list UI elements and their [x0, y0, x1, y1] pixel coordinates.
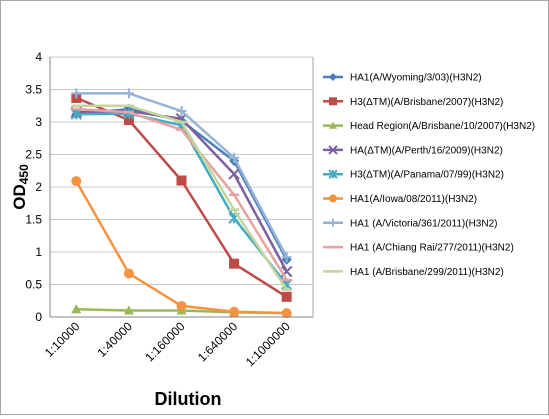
y-axis-tick-labels: 0 0.5 1 1.5 2 2.5 3 3.5 4 [25, 50, 42, 324]
legend-item: H3(ΔTM)(A/Brisbane/2007)(H3N2) [323, 97, 503, 108]
x-axis-tick-labels: 1:10000 1:40000 1:160000 1:640000 1:1000000 [42, 319, 293, 369]
legend-label: HA1 (A/Victoria/361/2011)(H3N2) [350, 218, 497, 229]
x-axis-title: Dilution [155, 389, 222, 409]
y-tick-label: 1 [35, 245, 42, 259]
x-tick-label: 1:40000 [94, 319, 135, 360]
y-tick-label: 2 [35, 180, 42, 194]
legend-marker [328, 145, 338, 155]
legend-item: HA(ΔTM)(A/Perth/16/2009)(H3N2) [323, 145, 503, 156]
data-point [123, 268, 134, 279]
x-tick-label: 1:160000 [142, 319, 188, 365]
data-point [229, 152, 240, 163]
series-9 [71, 104, 292, 291]
x-tick-label: 1:1000000 [243, 319, 293, 369]
data-point [70, 108, 83, 120]
gridlines [50, 56, 313, 285]
data-point [281, 308, 292, 319]
series-line [76, 109, 288, 273]
y-tick-label: 0.5 [25, 278, 42, 292]
data-point [229, 258, 240, 269]
data-point [71, 304, 82, 314]
data-point [123, 88, 134, 99]
legend-marker [328, 169, 338, 179]
data-point [228, 168, 240, 180]
legend-marker [329, 73, 337, 81]
legend-item: HA1 (A/Brisbane/299/2011)(H3N2) [323, 267, 504, 278]
y-axis-title-subscript: 450 [17, 164, 31, 184]
legend-item: HA1(A/Iowa/08/2011)(H3N2) [323, 194, 477, 205]
series-8 [71, 107, 292, 282]
data-point [71, 176, 82, 187]
legend-marker [329, 121, 337, 129]
y-axis-title-main: OD [10, 184, 29, 210]
series-6 [71, 176, 292, 319]
legend-label: HA1(A/Wyoming/3/03)(H3N2) [350, 73, 482, 84]
x-tick-label: 1:10000 [42, 319, 83, 360]
data-point [123, 305, 134, 315]
data-point [176, 300, 187, 311]
y-tick-label: 3 [35, 115, 42, 129]
y-tick-label: 0 [35, 310, 42, 324]
legend-item: H3(ΔTM)(A/Panama/07/99)(H3N2) [323, 169, 504, 181]
data-point [281, 291, 292, 302]
legend-item: Head Region(A/Brisbane/10/2007)(H3N2) [323, 121, 535, 132]
data-point [123, 115, 134, 126]
legend: HA1(A/Wyoming/3/03)(H3N2) H3(ΔTM)(A/Brisb… [323, 73, 535, 278]
y-axis-title: OD450 [10, 164, 31, 210]
legend-label: HA(ΔTM)(A/Perth/16/2009)(H3N2) [350, 145, 503, 156]
series-group [70, 88, 293, 319]
data-point [176, 175, 187, 186]
series-line [76, 107, 288, 281]
data-point [229, 306, 240, 317]
legend-label: HA1(A/Iowa/08/2011)(H3N2) [350, 194, 477, 205]
legend-item: HA1 (A/Victoria/361/2011)(H3N2) [323, 218, 497, 229]
legend-marker [329, 194, 337, 203]
legend-label: H3(ΔTM)(A/Panama/07/99)(H3N2) [350, 170, 504, 181]
legend-marker [329, 97, 337, 106]
legend-marker [329, 218, 337, 227]
data-point [281, 252, 292, 263]
legend-item: HA1(A/Wyoming/3/03)(H3N2) [323, 73, 482, 84]
legend-label: Head Region(A/Brisbane/10/2007)(H3N2) [350, 121, 535, 132]
data-point [71, 88, 82, 99]
legend-item: HA1 (A/Chiang Rai/277/2011)(H3N2) [323, 243, 514, 254]
y-tick-label: 2.5 [25, 148, 42, 162]
y-tick-label: 4 [35, 50, 42, 64]
series-5 [70, 107, 293, 291]
y-tick-label: 3.5 [25, 83, 42, 97]
data-point [176, 105, 187, 116]
legend-label: HA1 (A/Brisbane/299/2011)(H3N2) [350, 267, 504, 278]
legend-label: H3(ΔTM)(A/Brisbane/2007)(H3N2) [350, 97, 503, 108]
x-tick-label: 1:640000 [195, 319, 241, 365]
y-tick-label: 1.5 [25, 213, 42, 227]
series-7 [71, 88, 292, 263]
legend-label: HA1 (A/Chiang Rai/277/2011)(H3N2) [350, 243, 514, 254]
